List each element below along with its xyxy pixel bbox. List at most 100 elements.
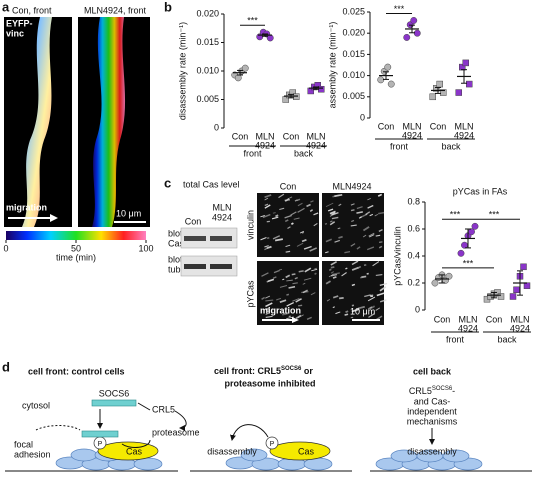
data-point <box>384 63 392 71</box>
texture <box>367 306 373 310</box>
texture <box>296 242 304 247</box>
texture <box>379 286 387 292</box>
texture <box>325 251 329 254</box>
data-point <box>413 29 421 37</box>
texture <box>351 308 360 313</box>
texture <box>357 265 362 269</box>
texture <box>351 219 355 223</box>
texture <box>302 282 306 285</box>
texture <box>309 209 314 212</box>
texture <box>364 294 371 298</box>
texture <box>285 244 291 248</box>
y-tick-label: 0.2 <box>407 277 420 287</box>
texture <box>375 234 381 237</box>
diagram-text: and Cas- <box>414 396 451 406</box>
texture <box>368 313 375 318</box>
data-point <box>266 34 274 42</box>
texture <box>291 273 296 276</box>
diagram-text: CRL5 <box>152 404 175 414</box>
x-tick-label: Con <box>486 314 503 324</box>
arrow <box>174 410 187 431</box>
texture <box>379 282 388 286</box>
data-point <box>509 293 517 300</box>
data-point <box>436 80 443 88</box>
data-point <box>377 76 385 84</box>
arrow-head <box>50 214 58 222</box>
lane-label: 4924 <box>212 212 232 222</box>
texture <box>275 214 279 218</box>
texture <box>325 280 331 285</box>
y-tick-label: 0.015 <box>196 37 219 47</box>
texture <box>265 315 273 319</box>
texture <box>279 299 287 303</box>
texture <box>330 273 338 277</box>
texture <box>306 203 311 208</box>
band <box>184 236 206 241</box>
texture <box>344 250 351 254</box>
texture <box>273 269 280 274</box>
texture <box>301 238 307 243</box>
texture <box>367 204 374 209</box>
texture <box>341 272 347 277</box>
texture <box>338 235 343 239</box>
significance-label: *** <box>463 258 474 268</box>
x-tick-label: MLN <box>510 314 529 324</box>
texture <box>278 268 283 271</box>
phospho <box>265 436 279 450</box>
texture <box>264 197 269 201</box>
texture <box>267 310 270 312</box>
diagram-text: P <box>270 441 275 448</box>
x-tick-label: 4924 <box>255 140 275 150</box>
lane-label: Con <box>185 216 202 226</box>
texture <box>332 272 340 276</box>
texture <box>301 231 305 234</box>
channel-label: EYFP- <box>6 18 33 28</box>
colorbar <box>6 231 146 240</box>
texture <box>331 216 339 220</box>
texture <box>351 283 356 287</box>
diagram-title: cell front: control cells <box>28 366 125 376</box>
x-tick-label: Con <box>434 314 451 324</box>
diagram-text: proteasome <box>152 427 200 437</box>
group-label: front <box>243 148 262 158</box>
group-label: front <box>446 334 465 344</box>
texture <box>345 267 348 270</box>
boundary <box>35 425 81 431</box>
texture <box>287 226 291 230</box>
diagram-text: mechanisms <box>407 416 458 426</box>
texture <box>272 276 277 279</box>
diagram-text: adhesion <box>14 449 51 459</box>
texture <box>286 293 290 296</box>
texture <box>330 260 337 266</box>
diagram-text: cytosol <box>22 400 50 410</box>
significance-label: *** <box>489 210 500 220</box>
texture <box>351 260 359 266</box>
texture <box>299 230 305 234</box>
arrow-head <box>292 317 299 323</box>
texture <box>301 291 309 294</box>
diagram-text: Cas <box>298 446 315 456</box>
texture <box>272 212 276 214</box>
texture <box>368 232 375 237</box>
texture <box>378 211 385 215</box>
adhesion-protein <box>70 448 98 462</box>
socs6-box <box>81 430 119 438</box>
x-tick-label: MLN <box>458 314 477 324</box>
arrow <box>121 439 151 448</box>
texture <box>350 203 355 206</box>
socs6-box <box>91 399 137 407</box>
panel-label: a <box>2 0 10 14</box>
y-tick-label: 0.020 <box>342 28 365 38</box>
texture <box>302 289 308 294</box>
data-point <box>457 249 465 257</box>
group-label: back <box>441 141 461 151</box>
texture <box>374 214 379 217</box>
texture <box>303 277 312 281</box>
texture <box>309 247 318 252</box>
texture <box>378 229 383 232</box>
texture <box>267 278 275 282</box>
adhesion-protein <box>240 448 268 462</box>
y-tick-label: 0.025 <box>342 6 365 16</box>
texture <box>281 312 289 316</box>
diagram-text: independent <box>407 406 457 416</box>
